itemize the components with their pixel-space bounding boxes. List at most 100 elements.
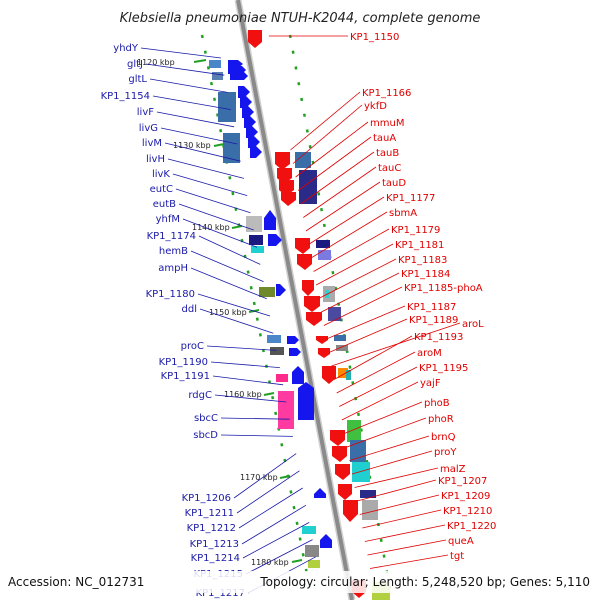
gene-label[interactable]: KP1_1174 (147, 231, 196, 242)
gene-label[interactable]: proY (434, 447, 457, 458)
gene-label[interactable]: tgt (450, 551, 464, 562)
leader-line (364, 524, 446, 542)
gene-label[interactable]: KP1_1179 (391, 225, 440, 236)
gene-label[interactable]: KP1_1217 (196, 588, 245, 599)
gene-label[interactable]: KP1_1211 (185, 508, 234, 519)
leader-line (339, 366, 418, 407)
gene-arrow (335, 464, 350, 480)
gene-block (295, 152, 311, 168)
gene-label[interactable]: KP1_1206 (182, 493, 231, 504)
gene-label[interactable]: tauA (373, 133, 396, 144)
gene-label[interactable]: KP1_1166 (362, 88, 411, 99)
gene-label[interactable]: KP1_1184 (401, 269, 450, 280)
gene-label[interactable]: gltL (128, 74, 147, 85)
leader-line (212, 375, 284, 386)
gene-label[interactable]: KP1_1185-phoA (404, 283, 483, 294)
gene-label[interactable]: tauB (376, 148, 399, 159)
gene-label[interactable]: gltJ (127, 59, 143, 70)
gene-label[interactable]: livH (146, 154, 165, 165)
gene-label[interactable]: KP1_1154 (101, 91, 150, 102)
gene-label[interactable]: ddl (182, 304, 197, 315)
gene-arrow (240, 96, 252, 108)
gene-label[interactable]: tauC (378, 163, 401, 174)
gene-label[interactable]: livM (142, 138, 162, 149)
leader-line (164, 142, 241, 162)
gene-label[interactable]: KP1_1210 (443, 506, 492, 517)
gene-label[interactable]: sbcC (194, 413, 218, 424)
leader-line (236, 470, 300, 514)
gene-label[interactable]: ykfD (364, 101, 387, 112)
gene-label[interactable]: KP1_1183 (398, 255, 447, 266)
leader-line (315, 243, 394, 286)
gene-block (362, 500, 378, 520)
gene-arrow (275, 152, 290, 170)
gene-label[interactable]: KP1_1212 (187, 523, 236, 534)
gene-label[interactable]: KP1_1209 (441, 491, 490, 502)
leader-line (331, 322, 461, 367)
gene-arrow (332, 446, 347, 462)
gene-arrow (246, 126, 258, 138)
kbp-tick-mark (231, 225, 243, 229)
gene-label[interactable]: KP1_1213 (190, 539, 239, 550)
leader-line (233, 453, 297, 499)
gene-label[interactable]: KP1_1187 (407, 302, 456, 313)
gene-label[interactable]: livK (152, 169, 170, 180)
gene-label[interactable]: phoR (428, 414, 454, 425)
gene-label[interactable]: KP1_1150 (350, 32, 399, 43)
gene-label[interactable]: aroM (417, 348, 442, 359)
gene-label[interactable]: ampH (158, 263, 188, 274)
leader-line (214, 394, 287, 403)
gene-label[interactable]: KP1_1189 (409, 315, 458, 326)
gene-arrow (316, 336, 328, 344)
gene-label[interactable]: eutC (150, 184, 173, 195)
gene-label[interactable]: KP1_1191 (161, 371, 210, 382)
gene-block (360, 490, 376, 498)
gene-label[interactable]: KP1_1195 (419, 363, 468, 374)
gene-label[interactable]: KP1_1190 (159, 357, 208, 368)
leader-line (349, 435, 430, 461)
left-gene-features (209, 60, 320, 568)
gene-label[interactable]: KP1_1193 (414, 332, 463, 343)
gene-label[interactable]: malZ (440, 464, 466, 475)
gene-label[interactable]: aroL (462, 319, 484, 330)
gene-label[interactable]: yhdY (113, 43, 139, 54)
gene-label[interactable]: KP1_1220 (447, 521, 496, 532)
leader-line (190, 267, 267, 300)
gene-label[interactable]: yhfM (156, 214, 180, 225)
gene-arrow (248, 30, 262, 48)
gene-block (267, 335, 281, 343)
gene-label[interactable]: sbcD (193, 430, 218, 441)
gene-label[interactable]: rdgC (188, 390, 212, 401)
gene-label[interactable]: tauD (382, 178, 406, 189)
gene-label[interactable]: livF (137, 107, 154, 118)
gene-label[interactable]: queA (448, 536, 474, 547)
gene-label[interactable]: KP1_1177 (386, 193, 435, 204)
kbp-tick-label: 1130 kbp (173, 141, 211, 150)
leader-line (321, 272, 400, 313)
leader-line (160, 127, 238, 145)
gene-label[interactable]: brnQ (431, 432, 456, 443)
leader-line (149, 78, 228, 93)
leader-line (357, 479, 437, 502)
gene-label[interactable]: proC (181, 341, 204, 352)
gene-label[interactable]: eutB (153, 199, 176, 210)
gene-label[interactable]: livG (139, 123, 158, 134)
kbp-tick-mark (193, 59, 207, 63)
gene-arrow (295, 238, 310, 254)
gene-label[interactable]: phoB (424, 398, 450, 409)
gene-label[interactable]: mmuM (370, 118, 404, 129)
gene-label[interactable]: sbmA (389, 208, 417, 219)
gene-label[interactable]: yajF (420, 378, 441, 389)
gene-label[interactable]: hemB (159, 246, 188, 257)
kbp-tick-mark (279, 475, 291, 479)
gene-label[interactable]: KP1_1180 (146, 289, 195, 300)
gene-label[interactable]: KP1_1214 (191, 553, 240, 564)
gene-label[interactable]: KP1_1181 (395, 240, 444, 251)
gene-arrow (230, 72, 248, 80)
gene-block (346, 370, 351, 380)
genome-backbone (236, 0, 354, 600)
topology-text: Topology: circular; Length: 5,248,520 bp… (259, 575, 590, 589)
leader-line (290, 91, 361, 151)
gene-label[interactable]: KP1_1207 (438, 476, 487, 487)
gene-arrow (238, 86, 250, 98)
